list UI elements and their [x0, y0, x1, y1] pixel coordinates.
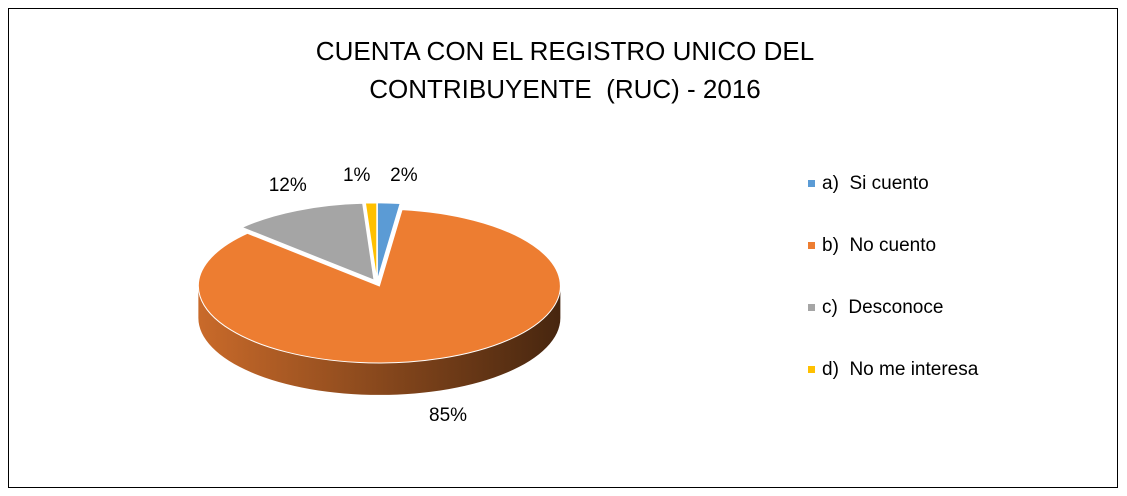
- slice: [364, 202, 378, 280]
- legend-label: a) Si cuento: [822, 173, 929, 194]
- legend-swatch: [808, 304, 815, 311]
- slice: [376, 202, 401, 280]
- chart-frame: [8, 8, 1118, 488]
- slice-side: [198, 285, 561, 395]
- chart-title: CUENTA CON EL REGISTRO UNICO DEL CONTRIB…: [315, 36, 822, 104]
- legend-label: c) Desconoce: [822, 297, 943, 318]
- data-label: 85%: [429, 405, 467, 426]
- legend-label: d) No me interesa: [822, 359, 979, 380]
- data-label: 12%: [269, 175, 307, 196]
- legend-swatch: [808, 180, 815, 187]
- slice: [240, 202, 375, 281]
- slice: [197, 209, 561, 364]
- legend-swatch: [808, 366, 815, 373]
- legend-label: b) No cuento: [822, 235, 936, 256]
- data-label: 1%: [343, 165, 371, 186]
- data-label: 2%: [390, 165, 418, 186]
- legend-swatch: [808, 242, 815, 249]
